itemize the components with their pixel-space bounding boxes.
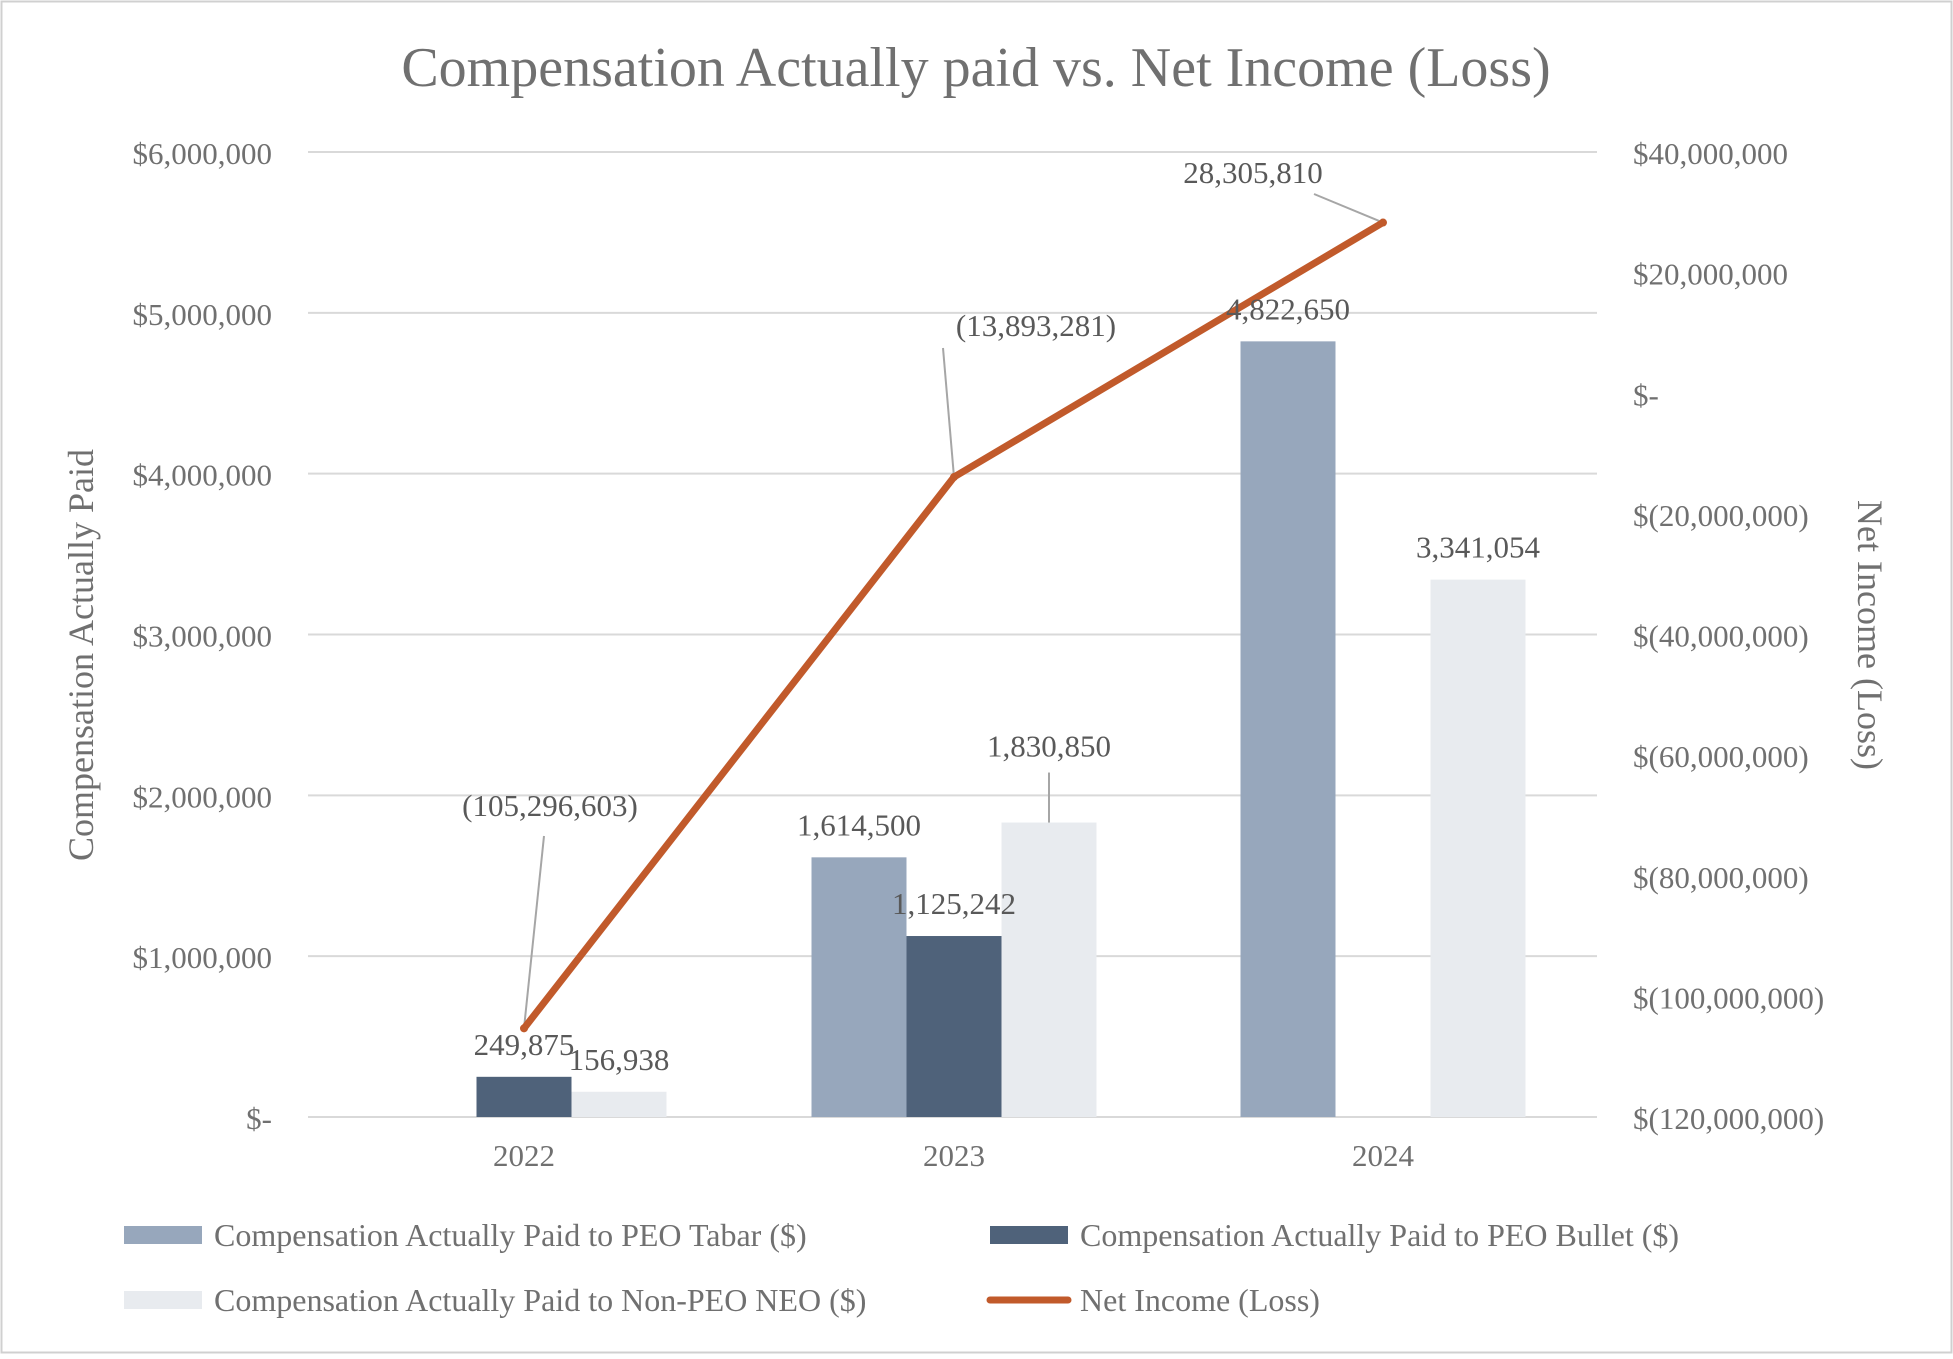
bar-data-label: 4,822,650: [1226, 291, 1350, 326]
y-axis-title: Compensation Actually Paid: [61, 449, 101, 861]
y-tick-label: $-: [246, 1101, 272, 1136]
x-tick-label: 2022: [493, 1138, 555, 1173]
legend-swatch: [990, 1226, 1068, 1244]
legend-label: Compensation Actually Paid to PEO Bullet…: [1080, 1217, 1679, 1253]
bar-data-label: 156,938: [569, 1042, 670, 1077]
bar: [476, 1076, 572, 1117]
bar: [811, 857, 907, 1117]
y-tick-label: $1,000,000: [133, 940, 273, 975]
bar: [1240, 341, 1336, 1117]
legend-label: Compensation Actually Paid to Non-PEO NE…: [214, 1282, 866, 1318]
y2-axis-ticks: $(120,000,000) $(100,000,000) $(80,000,000…: [1633, 136, 1824, 1136]
line-data-label: (105,296,603): [462, 788, 638, 823]
y2-tick-label: $(100,000,000): [1633, 980, 1824, 1015]
line-data-label: (13,893,281): [956, 308, 1116, 343]
data-labels: 1,614,500 4,822,650 249,875 1,125,242 156,93…: [462, 155, 1540, 1077]
label-leader: [1313, 193, 1384, 224]
y2-tick-label: $(120,000,000): [1633, 1101, 1824, 1136]
legend-label: Compensation Actually Paid to PEO Tabar …: [214, 1217, 807, 1253]
bar-data-label: 1,125,242: [892, 886, 1016, 921]
net-income-point: [1379, 218, 1387, 227]
y-tick-label: $3,000,000: [133, 619, 273, 654]
y-tick-label: $4,000,000: [133, 458, 273, 493]
y2-axis-title: Net Income (Loss): [1850, 500, 1890, 770]
y2-tick-label: $(40,000,000): [1633, 619, 1809, 654]
bar: [1001, 822, 1097, 1117]
y2-tick-label: $20,000,000: [1633, 257, 1788, 292]
y2-tick-label: $-: [1633, 377, 1659, 412]
label-leaders: [523, 193, 1384, 1029]
chart-title: Compensation Actually paid vs. Net Incom…: [401, 37, 1550, 99]
y-axis-ticks: $- $1,000,000 $2,000,000 $3,000,000 $4,000,0…: [133, 136, 273, 1136]
legend: Compensation Actually Paid to PEO Tabar …: [124, 1217, 1679, 1318]
bar-data-label: 1,830,850: [987, 729, 1111, 764]
bar: [571, 1091, 667, 1117]
net-income-point: [950, 473, 958, 482]
bar-data-label: 3,341,054: [1416, 530, 1541, 565]
legend-swatch: [124, 1291, 202, 1309]
legend-swatch: [124, 1226, 202, 1244]
x-tick-label: 2023: [923, 1138, 985, 1173]
y2-tick-label: $(60,000,000): [1633, 739, 1809, 774]
net-income-point: [520, 1024, 528, 1033]
bar: [906, 936, 1002, 1117]
y2-tick-label: $40,000,000: [1633, 136, 1788, 171]
bar-data-label: 1,614,500: [797, 807, 921, 842]
y2-tick-label: $(80,000,000): [1633, 860, 1809, 895]
bars: [476, 341, 1526, 1117]
label-leader: [523, 835, 545, 1029]
x-tick-label: 2024: [1352, 1138, 1415, 1173]
label-leader: [942, 347, 955, 478]
legend-label: Net Income (Loss): [1080, 1282, 1320, 1318]
y2-tick-label: $(20,000,000): [1633, 498, 1809, 533]
y-tick-label: $2,000,000: [133, 779, 273, 814]
bar-data-label: 249,875: [474, 1027, 575, 1062]
net-income-line: [520, 218, 1387, 1033]
y-tick-label: $6,000,000: [133, 136, 273, 171]
bar: [1430, 579, 1526, 1117]
line-data-label: 28,305,810: [1183, 155, 1323, 190]
x-axis-ticks: 2022 2023 2024: [493, 1138, 1415, 1173]
y-tick-label: $5,000,000: [133, 297, 273, 332]
